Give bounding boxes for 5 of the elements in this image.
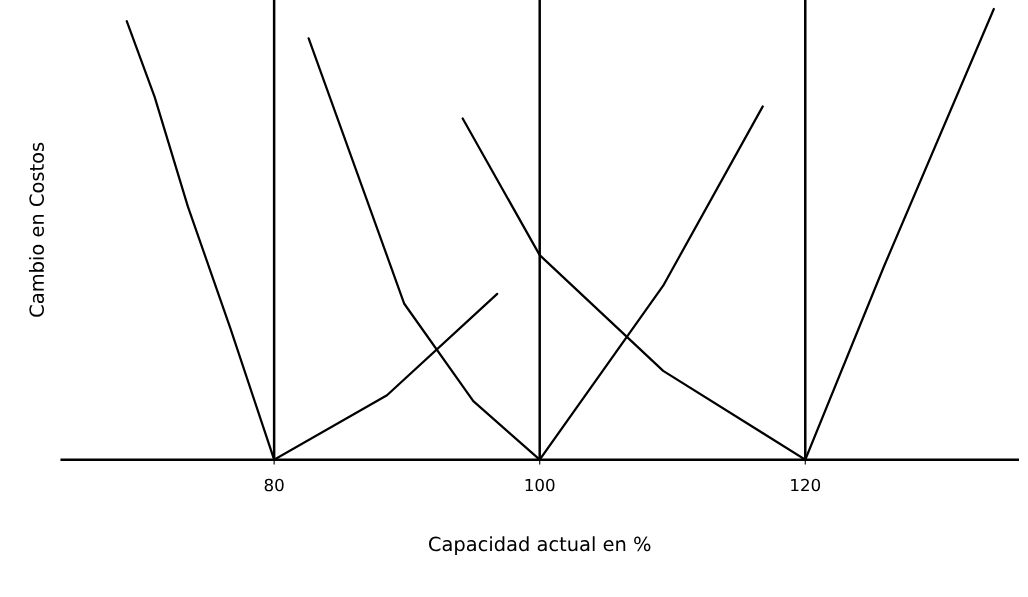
- x-tick-label: 120: [791, 478, 821, 492]
- x-tick-label: 80: [264, 478, 284, 492]
- x-tick-label: 100: [525, 478, 555, 492]
- x-axis-title: Capacidad actual en %: [428, 536, 651, 556]
- y-axis-title: Cambio en Costos: [28, 142, 45, 317]
